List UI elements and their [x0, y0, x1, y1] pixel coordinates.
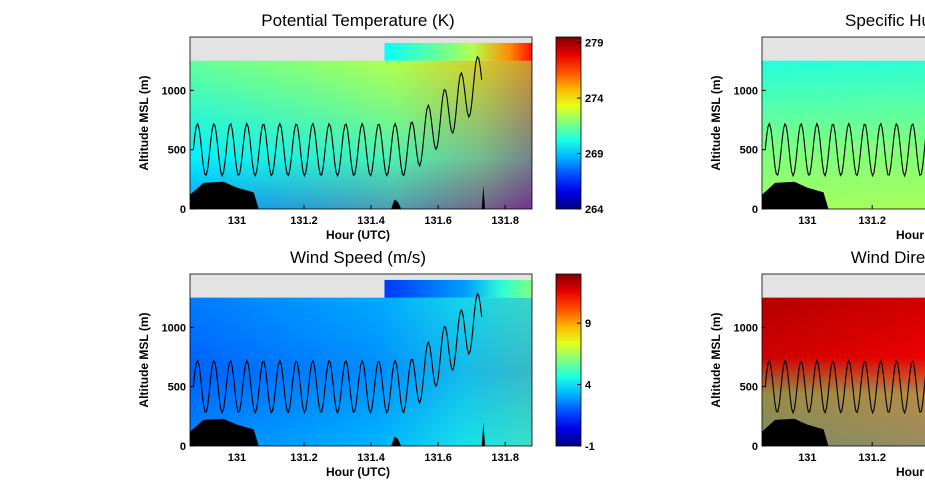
- x-tick-label: 131.2: [858, 215, 886, 227]
- plot-frame: [761, 36, 925, 210]
- x-tick-label: 131.6: [424, 215, 452, 227]
- flight-track: [192, 292, 483, 415]
- x-tick-label: 131.2: [858, 452, 886, 464]
- x-axis-label: Hour: [896, 465, 924, 479]
- x-tick-label: 131: [798, 452, 816, 464]
- colorbar-tick-label: 9: [585, 318, 591, 330]
- field-fill-upper: [384, 42, 532, 61]
- x-tick-label: 131.8: [491, 215, 519, 227]
- terrain: [481, 185, 486, 209]
- colorbar-tick-label: 4: [585, 380, 592, 392]
- x-tick-label: 131.2: [290, 215, 318, 227]
- panel-3: 131 131.2 131.4 131.6 131.8 0 500 1000 Wind Spee…: [137, 248, 595, 479]
- x-axis-label: Hour: [896, 228, 924, 242]
- colorbar-tick-label: 279: [585, 38, 603, 50]
- y-tick-label: 1000: [162, 322, 186, 334]
- x-tick-label: 131.6: [424, 452, 452, 464]
- chart-title: Wind Dire: [851, 248, 925, 267]
- x-tick-label: 131.4: [357, 452, 385, 464]
- terrain: [190, 181, 259, 209]
- flight-track: [192, 55, 483, 178]
- y-tick-label: 500: [740, 382, 758, 394]
- y-tick-label: 500: [168, 145, 186, 157]
- y-tick-label: 0: [752, 441, 758, 453]
- flight-track: [764, 121, 925, 178]
- y-tick-label: 0: [752, 204, 758, 216]
- field-fill-vertical: [190, 60, 532, 209]
- terrain: [190, 418, 259, 446]
- plot-frame: [189, 36, 533, 210]
- panel-4: 131 131.2 0 500 1000 Wind Dire Hour Altitude MS…: [709, 248, 925, 479]
- field-fill-upper: [384, 279, 532, 298]
- terrain: [481, 422, 486, 446]
- colorbar: 264 269 274 279: [555, 36, 604, 216]
- flight-track: [764, 358, 925, 415]
- x-tick-label: 131: [228, 452, 246, 464]
- chart-title: Specific Hu: [845, 11, 925, 30]
- x-axis-label: Hour (UTC): [326, 465, 390, 479]
- y-tick-label: 500: [740, 145, 758, 157]
- y-axis-label: Altitude MSL (m): [709, 75, 723, 170]
- y-tick-label: 0: [180, 204, 186, 216]
- terrain: [762, 181, 829, 209]
- chart-title: Wind Speed (m/s): [290, 248, 426, 267]
- y-tick-label: 1000: [162, 85, 186, 97]
- colorbar-tick-label: 264: [585, 204, 604, 216]
- x-tick-label: 131.4: [357, 215, 385, 227]
- x-tick-label: 131: [228, 215, 246, 227]
- terrain: [391, 199, 402, 209]
- colorbar-tick-label: 274: [585, 93, 604, 105]
- y-tick-label: 1000: [734, 322, 758, 334]
- terrain: [391, 436, 402, 446]
- terrain: [762, 418, 829, 446]
- y-tick-label: 500: [168, 382, 186, 394]
- plot-frame: [761, 273, 925, 447]
- colorbar-gradient: [555, 36, 582, 210]
- x-tick-label: 131.8: [491, 452, 519, 464]
- field-fill-vertical: [190, 297, 532, 446]
- x-tick-label: 131.2: [290, 452, 318, 464]
- colorbar-tick-label: 269: [585, 149, 603, 161]
- panel-1: 131 131.2 131.4 131.6 131.8 0 500 1000 Potential…: [137, 11, 604, 242]
- y-tick-label: 0: [180, 441, 186, 453]
- x-tick-label: 131: [798, 215, 816, 227]
- y-axis-label: Altitude MSL (m): [137, 75, 151, 170]
- x-axis-label: Hour (UTC): [326, 228, 390, 242]
- y-axis-label: Altitude MSL (m): [137, 312, 151, 407]
- y-axis-label: Altitude MSL (m): [709, 312, 723, 407]
- plot-frame: [189, 273, 533, 447]
- colorbar: -1 4 9: [555, 273, 595, 453]
- y-tick-label: 1000: [734, 85, 758, 97]
- panel-2: 131 131.2 0 500 1000 Specific Hu Hour Altitude …: [709, 11, 925, 242]
- chart-title: Potential Temperature (K): [261, 11, 454, 30]
- colorbar-gradient: [555, 273, 582, 447]
- colorbar-tick-label: -1: [585, 441, 595, 453]
